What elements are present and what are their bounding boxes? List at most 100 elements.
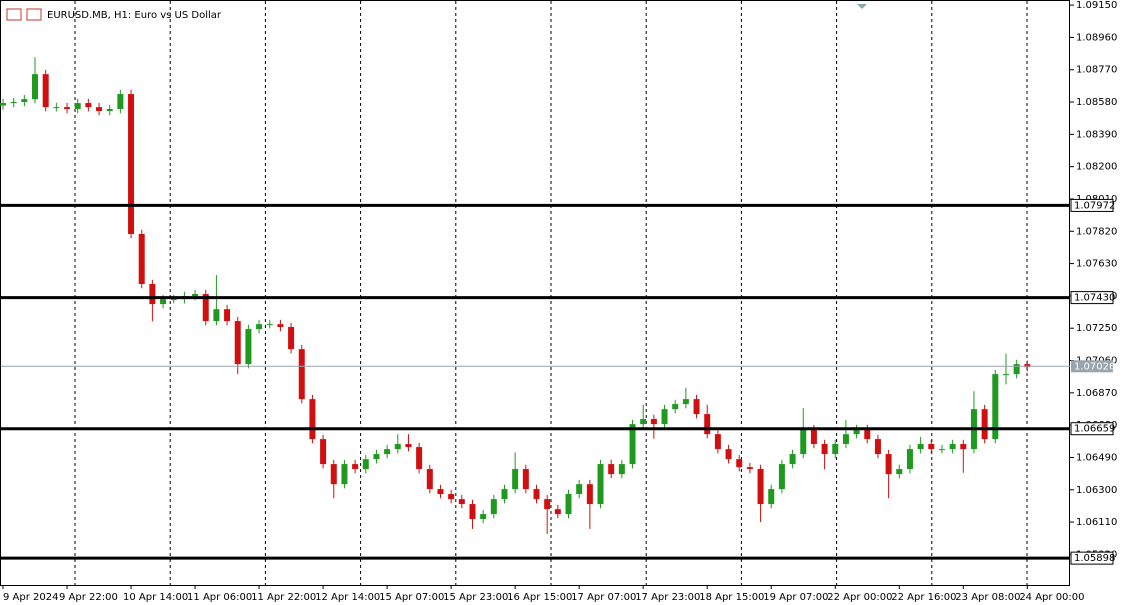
candle-body — [768, 489, 775, 505]
candle-body — [170, 299, 177, 301]
x-tick-label: 17 Apr 23:00 — [635, 592, 700, 603]
level-box — [1070, 291, 1114, 305]
candle-body — [298, 349, 305, 400]
x-tick-label: 10 Apr 14:00 — [123, 592, 188, 603]
candle-body — [597, 464, 604, 505]
candle-body — [821, 444, 828, 455]
candle-body — [64, 107, 71, 110]
x-tick-label: 15 Apr 23:00 — [443, 592, 508, 603]
y-tick-label: 1.09150 — [1076, 0, 1117, 11]
candle-body — [661, 409, 668, 425]
candle-body — [405, 444, 412, 448]
candle-body — [128, 94, 135, 235]
candle-body — [85, 103, 92, 108]
candle-body — [832, 444, 839, 455]
candle-body — [554, 509, 561, 515]
candle-body — [725, 449, 732, 460]
x-tick-label: 12 Apr 14:00 — [315, 592, 380, 603]
candle-body — [1024, 364, 1031, 368]
candle-body — [853, 429, 860, 435]
x-tick-label: 11 Apr 22:00 — [251, 592, 316, 603]
candle-body — [160, 299, 167, 305]
y-tick-label: 1.06110 — [1076, 517, 1117, 528]
candle-body — [896, 469, 903, 475]
level-label: 1.07430 — [1074, 293, 1115, 304]
candle-body — [448, 494, 455, 500]
level-box — [1070, 551, 1114, 565]
candle-body — [10, 102, 17, 104]
icon — [26, 8, 42, 21]
candle-body — [800, 429, 807, 455]
candle-body — [53, 107, 60, 109]
candle-body — [288, 327, 295, 350]
candle-body — [544, 499, 551, 510]
candle-body — [352, 464, 359, 470]
x-tick-label: 16 Apr 15:00 — [507, 592, 572, 603]
candle-body — [778, 464, 785, 490]
candle-body — [842, 434, 849, 445]
candle-body — [426, 469, 433, 490]
y-tick-label: 1.06870 — [1076, 388, 1117, 399]
level-label: 1.05898 — [1074, 553, 1115, 564]
candle-body — [266, 324, 273, 326]
candle-body — [757, 469, 764, 505]
x-tick-label: 22 Apr 00:00 — [827, 592, 892, 603]
candle-body — [213, 309, 220, 322]
candle-body — [704, 414, 711, 435]
plot-frame — [0, 0, 1070, 586]
candle-body — [586, 484, 593, 505]
candle-body — [106, 109, 113, 112]
candle-body — [480, 514, 487, 520]
candle-body — [362, 459, 369, 470]
level-box — [1070, 422, 1114, 436]
candle-body — [234, 321, 241, 365]
candle-body — [714, 434, 721, 450]
candle-body — [682, 399, 689, 405]
x-tick-label: 9 Apr 2024 — [3, 592, 58, 603]
candle-body — [938, 449, 945, 451]
candle-body — [277, 324, 284, 328]
current-price-label: 1.07026 — [1074, 361, 1115, 372]
candle-body — [885, 454, 892, 475]
candle-body — [565, 494, 572, 515]
x-tick-label: 19 Apr 07:00 — [763, 592, 828, 603]
candle-body — [74, 103, 81, 110]
candle-body — [96, 107, 103, 112]
candle-body — [32, 74, 39, 100]
header-icons — [6, 8, 42, 21]
candle-body — [640, 419, 647, 425]
candle-body — [1002, 374, 1009, 376]
y-tick-label: 1.08200 — [1076, 162, 1117, 173]
candle-body — [789, 454, 796, 465]
candle-body — [992, 374, 999, 440]
x-tick-label: 23 Apr 08:00 — [955, 592, 1020, 603]
candle-body — [1013, 364, 1020, 375]
level-label: 1.07972 — [1074, 200, 1115, 211]
candle-body — [501, 489, 508, 500]
candle-body — [224, 309, 231, 322]
x-tick-label: 22 Apr 16:00 — [891, 592, 956, 603]
candle-body — [373, 454, 380, 460]
x-tick-label: 24 Apr 00:00 — [1019, 592, 1084, 603]
candle-body — [906, 449, 913, 470]
candle-body — [202, 294, 209, 322]
candle-body — [864, 429, 871, 440]
candle-body — [512, 469, 519, 490]
candle-body — [672, 404, 679, 410]
candle-body — [138, 234, 145, 284]
candle-body — [533, 489, 540, 500]
candle-body — [917, 444, 924, 450]
y-tick-label: 1.06490 — [1076, 452, 1117, 463]
candle-body — [117, 94, 124, 110]
candle-body — [949, 444, 956, 450]
candle-body — [618, 464, 625, 475]
y-tick-label: 1.08390 — [1076, 129, 1117, 140]
x-tick-label: 15 Apr 07:00 — [379, 592, 444, 603]
candle-body — [960, 444, 967, 450]
y-tick-label: 1.08770 — [1076, 65, 1117, 76]
y-tick-label: 1.07630 — [1076, 259, 1117, 270]
level-label: 1.06659 — [1074, 424, 1115, 435]
icon — [6, 8, 22, 21]
candle-body — [490, 499, 497, 515]
